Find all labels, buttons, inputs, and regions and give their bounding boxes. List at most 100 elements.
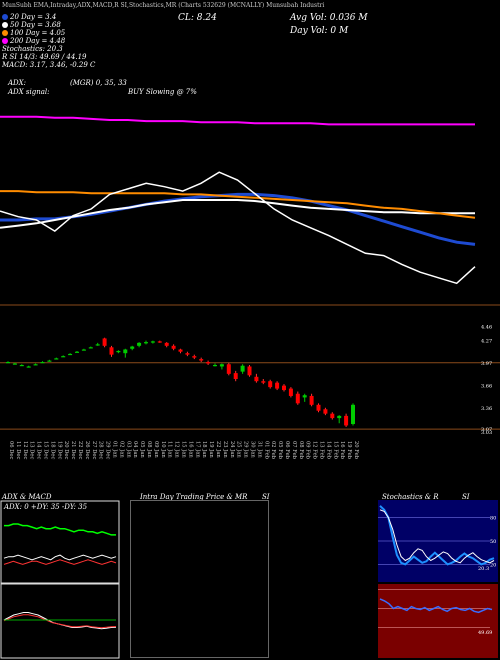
candle-body [164,342,169,346]
date-tick-label: 20 Dec [63,441,69,459]
date-tick-label: 15 Feb [332,441,338,460]
date-tick-label: 15 Dec [43,441,49,459]
adx-readout: ADX: [8,79,27,87]
date-tick-label: 11 Dec [15,441,21,459]
candle-body [81,349,86,351]
intraday-title: Intra Day Trading Price & MR [140,493,248,501]
date-tick-label: 23 Jan [222,441,228,458]
candle-yticks: 4.46 4.27 3.97 3.66 3.36 3.073.03 [481,325,492,436]
ma-200-swatch [2,38,8,44]
date-tick-label: 22 Jan [215,441,221,458]
date-tick-label: 19 Dec [56,441,62,459]
rsi-readout: R SI 14/3: 49.69 / 44.19 [2,53,87,61]
date-tick-label: 27 Dec [91,441,97,459]
price-tick-label: 3.07 [481,427,492,433]
date-tick-label: 26 Dec [84,441,90,459]
date-tick-label: 07 Feb [291,441,297,460]
candle-body [116,350,121,353]
macd-series-group [3,612,117,630]
date-tick-label: 12 Dec [22,441,28,459]
stoch-tick-label: 20 [490,562,496,568]
stoch-title: Stochastics & R [382,493,439,501]
date-labels-group: 06 Dec 11 Dec 12 Dec 13 Dec 14 Dec 15 Dec 18 D… [8,441,359,460]
date-tick-label: 14 Feb [325,441,331,460]
candle-body [199,359,204,361]
ma-50-label: 50 Day = 3.68 [10,21,61,29]
candle-body [309,395,314,405]
date-tick-label: 12 Jan [174,441,180,458]
ma-100-swatch [2,30,8,36]
date-tick-label: 19 Feb [346,441,352,460]
ma-20-legend: 20 Day = 3.4 [2,13,95,21]
candle-body [213,364,217,367]
ma-line-50-day [0,199,475,229]
date-tick-label: 09 Jan [153,441,159,458]
date-tick-label: 06 Dec [8,441,14,459]
adx-line-adx [4,523,116,536]
date-tick-label: 02 Feb [270,441,276,460]
candle-body [12,363,17,365]
date-tick-label: 29 Jan [243,441,249,458]
price-tick-label: 3.66 [481,384,492,390]
candle-body [344,415,349,426]
date-tick-label: 24 Jan [229,441,235,458]
date-tick-label: 13 Dec [29,441,35,459]
candle-body [150,341,155,343]
ma-line-100-day [0,190,476,219]
stoch-series-group: 80 50 20 [378,505,496,568]
candle-body [219,364,224,367]
date-tick-label: 13 Feb [319,441,325,460]
stoch-line [379,505,495,566]
stoch-readout: Stochastics: 20.3 [2,45,63,53]
ma-50-legend: 50 Day = 3.68 [2,21,95,29]
mrsi-readout: (MGR) 0, 35, 33 [70,79,127,87]
date-axis: 06 Dec 11 Dec 12 Dec 13 Dec 14 Dec 15 Dec 18 D… [8,441,359,460]
adx-macd-title: ADX & MACD [2,493,52,501]
candle-body [130,346,135,349]
date-tick-label: 30 Jan [250,441,256,458]
candle-body [40,362,45,364]
ma-20-swatch [2,14,8,20]
candle-body [288,388,293,396]
candle-series-group [6,337,355,427]
date-tick-label: 31 Jan [256,441,262,458]
price-tick-label: 3.36 [481,406,492,412]
date-tick-label: 29 Dec [105,441,111,459]
adx-line-dy [3,554,117,561]
candle-body [247,366,252,376]
close-price: CL: 8.24 [178,13,217,23]
date-tick-label: 10 Jan [160,441,166,458]
rsi-bg [378,584,498,658]
buy-signal: BUY Slowing @ 7% [128,88,197,96]
date-tick-label: 05 Feb [277,441,283,460]
ma-200-legend: 200 Day = 4.48 [2,37,95,45]
candle-body [75,351,79,353]
candle-body [178,349,183,352]
candle-body [295,393,300,404]
date-tick-label: 18 Dec [49,441,55,459]
ma-series-group [0,115,476,285]
ma-50-swatch [2,22,8,28]
date-tick-label: 17 Jan [194,441,200,458]
candle-body [323,409,328,414]
candle-body [185,353,190,355]
stoch-tick-label: 50 [490,539,496,545]
date-tick-label: 02 Jan [118,441,124,458]
date-tick-label: 06 Feb [284,441,290,460]
date-tick-label: 15 Jan [181,441,187,458]
ma-line-price [0,171,476,285]
stoch-panel: 80 50 20 20.3 49.69 [378,500,498,658]
price-tick-label: 4.46 [481,325,492,331]
price-tick-label: 3.97 [481,361,492,367]
candle-grid [0,362,500,430]
ma-20-label: 20 Day = 3.4 [10,13,57,21]
candle-body [226,364,231,374]
date-tick-label: 03 Jan [125,441,131,458]
candle-body [102,338,107,346]
candle-body [171,345,176,349]
candle-body [144,342,148,344]
intraday-si: SI [262,493,270,501]
date-tick-label: 08 Jan [146,441,152,458]
date-tick-label: 09 Feb [305,441,311,460]
candle-body [254,376,259,382]
